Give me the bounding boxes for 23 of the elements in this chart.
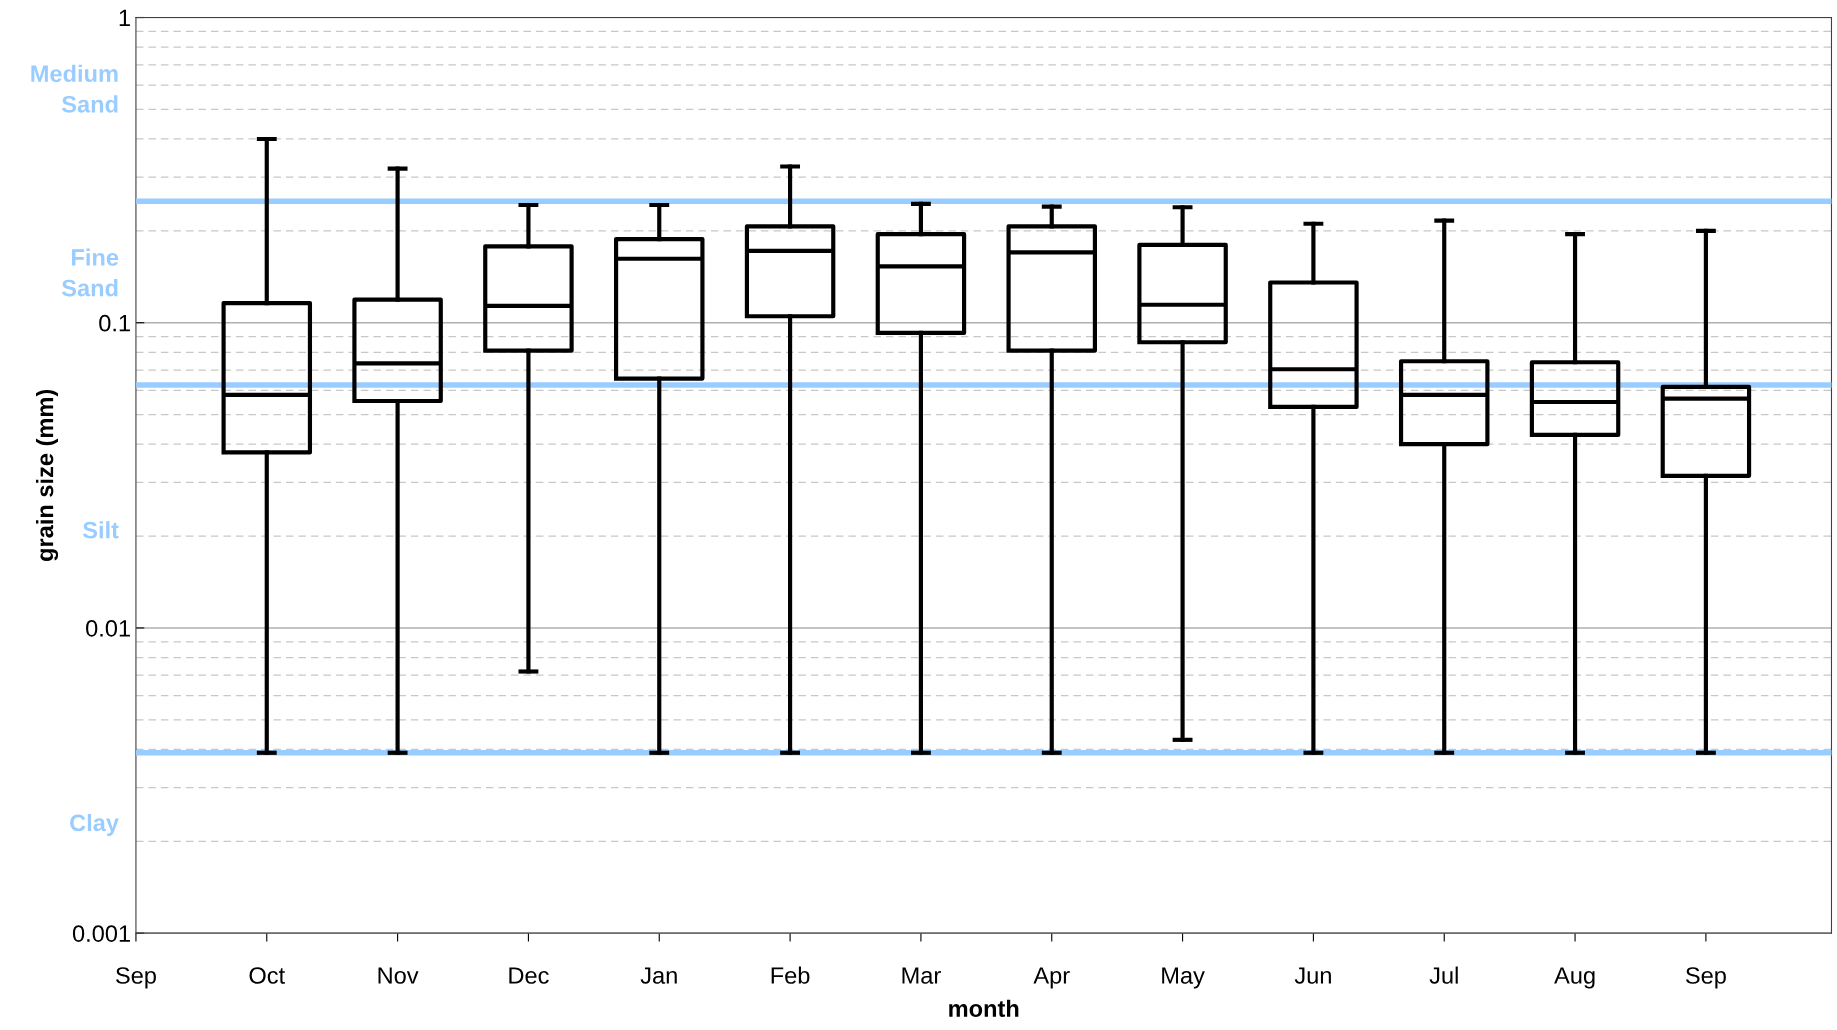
x-tick-label: Apr [1033,967,1070,989]
y-tick-label: 0.01 [86,620,130,637]
x-tick-label: Sep [116,967,156,989]
x-tick-label: Feb [771,966,810,984]
x-tick-label: Nov [378,967,419,984]
text: Clay [70,813,119,836]
x-axis-title: month [949,999,1019,1017]
text: Fine Sand [61,248,119,297]
x-tick-label: Jul [1429,966,1458,984]
text: Silt [82,521,119,539]
y-tick-label: 0.1 [99,314,130,332]
x-tick-label: Jan [640,967,677,984]
x-tick-label: Jun [1294,967,1331,984]
x-tick-label: Dec [509,967,549,984]
x-tick-label: Oct [249,967,285,984]
x-tick-label: Aug [1554,967,1595,989]
y-tick-label: 1 [119,9,130,27]
x-tick-label: Sep [1685,967,1726,989]
y-axis-title: grain size (mm) [36,389,59,561]
text: Medium Sand [31,64,118,113]
y-tick-label: 0.001 [72,925,130,942]
x-tick-label: Mar [902,967,941,984]
x-tick-label: May [1162,967,1205,989]
